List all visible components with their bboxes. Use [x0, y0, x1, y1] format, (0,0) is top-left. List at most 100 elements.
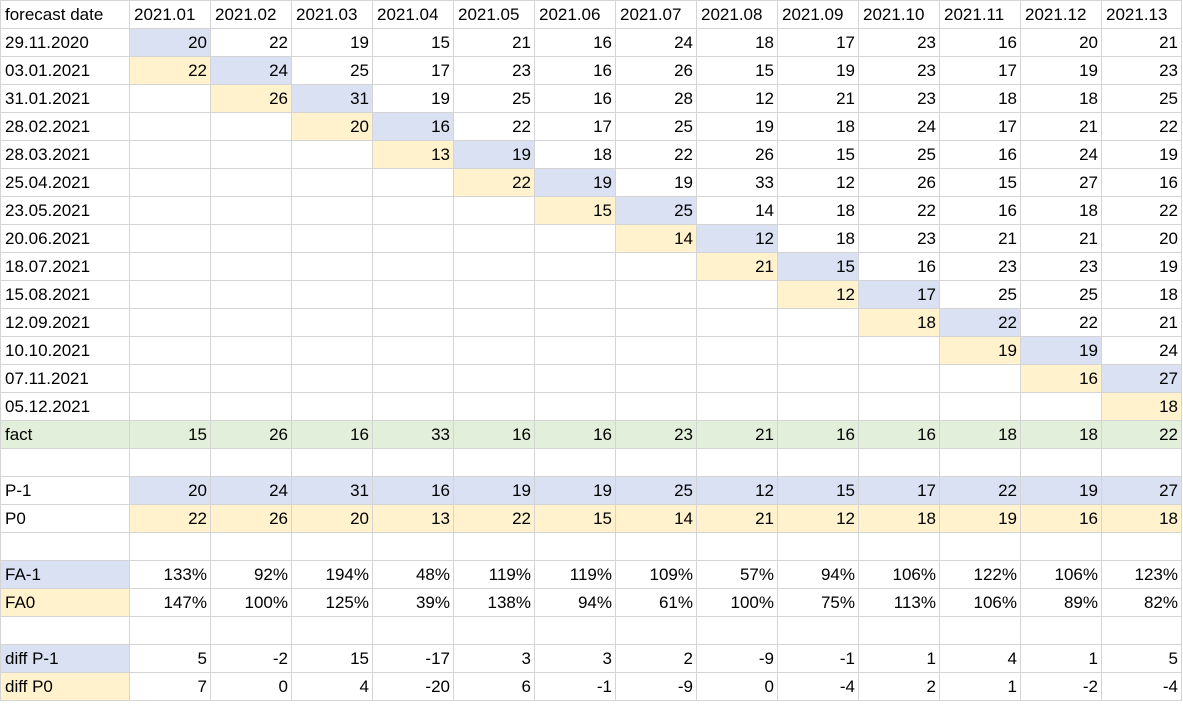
- empty-cell[interactable]: [291, 532, 373, 561]
- forecast-value-cell[interactable]: [534, 224, 616, 253]
- p-minus1-row-value[interactable]: 20: [129, 476, 211, 505]
- forecast-value-cell[interactable]: [372, 392, 454, 421]
- forecast-value-cell[interactable]: 19: [1101, 140, 1182, 169]
- diff-p-minus1-row-value[interactable]: -2: [210, 644, 292, 673]
- month-header-cell[interactable]: 2021.03: [291, 0, 373, 29]
- forecast-value-cell[interactable]: [210, 364, 292, 393]
- forecast-value-cell[interactable]: 16: [858, 252, 940, 281]
- forecast-date-cell[interactable]: 10.10.2021: [0, 336, 130, 365]
- forecast-value-cell[interactable]: 19: [939, 336, 1021, 365]
- empty-cell[interactable]: [777, 532, 859, 561]
- forecast-value-cell[interactable]: 18: [777, 112, 859, 141]
- forecast-value-cell[interactable]: 22: [939, 308, 1021, 337]
- forecast-value-cell[interactable]: [129, 252, 211, 281]
- forecast-value-cell[interactable]: 20: [1101, 224, 1182, 253]
- forecast-value-cell[interactable]: [453, 280, 535, 309]
- forecast-value-cell[interactable]: 17: [858, 280, 940, 309]
- diff-p-minus1-row-value[interactable]: 1: [1020, 644, 1102, 673]
- forecast-value-cell[interactable]: 22: [1020, 308, 1102, 337]
- empty-cell[interactable]: [696, 532, 778, 561]
- diff-p0-row-value[interactable]: -9: [615, 672, 697, 701]
- empty-cell[interactable]: [129, 616, 211, 645]
- empty-cell[interactable]: [453, 616, 535, 645]
- fa0-row-value[interactable]: 89%: [1020, 588, 1102, 617]
- forecast-value-cell[interactable]: [129, 224, 211, 253]
- forecast-value-cell[interactable]: 18: [1020, 84, 1102, 113]
- forecast-value-cell[interactable]: 19: [372, 84, 454, 113]
- forecast-value-cell[interactable]: [210, 224, 292, 253]
- fa0-row-value[interactable]: 100%: [696, 588, 778, 617]
- p0-row-value[interactable]: 22: [129, 504, 211, 533]
- empty-cell[interactable]: [615, 616, 697, 645]
- diff-p0-row-value[interactable]: 7: [129, 672, 211, 701]
- empty-cell[interactable]: [939, 616, 1021, 645]
- fact-row-value[interactable]: 16: [534, 420, 616, 449]
- empty-cell[interactable]: [1020, 616, 1102, 645]
- forecast-value-cell[interactable]: 25: [291, 56, 373, 85]
- forecast-value-cell[interactable]: 19: [1020, 336, 1102, 365]
- fa0-row-value[interactable]: 82%: [1101, 588, 1182, 617]
- month-header-cell[interactable]: 2021.09: [777, 0, 859, 29]
- forecast-date-cell[interactable]: 20.06.2021: [0, 224, 130, 253]
- forecast-value-cell[interactable]: 12: [777, 168, 859, 197]
- forecast-value-cell[interactable]: [777, 336, 859, 365]
- header-corner-cell[interactable]: forecast date: [0, 0, 130, 29]
- p0-row-value[interactable]: 22: [453, 504, 535, 533]
- forecast-value-cell[interactable]: 12: [696, 84, 778, 113]
- forecast-value-cell[interactable]: [129, 140, 211, 169]
- diff-p-minus1-row-value[interactable]: 1: [858, 644, 940, 673]
- forecast-value-cell[interactable]: 27: [1101, 364, 1182, 393]
- forecast-value-cell[interactable]: [291, 168, 373, 197]
- empty-cell[interactable]: [939, 532, 1021, 561]
- forecast-value-cell[interactable]: [210, 168, 292, 197]
- forecast-value-cell[interactable]: 18: [777, 196, 859, 225]
- p-minus1-row-value[interactable]: 24: [210, 476, 292, 505]
- forecast-value-cell[interactable]: 19: [615, 168, 697, 197]
- diff-p-minus1-row-value[interactable]: 3: [453, 644, 535, 673]
- fa0-row-value[interactable]: 138%: [453, 588, 535, 617]
- forecast-value-cell[interactable]: [615, 392, 697, 421]
- forecast-value-cell[interactable]: 22: [1101, 112, 1182, 141]
- month-header-cell[interactable]: 2021.01: [129, 0, 211, 29]
- empty-cell[interactable]: [696, 448, 778, 477]
- forecast-value-cell[interactable]: [372, 280, 454, 309]
- empty-cell[interactable]: [1101, 448, 1182, 477]
- forecast-value-cell[interactable]: 25: [858, 140, 940, 169]
- p-minus1-row-value[interactable]: 15: [777, 476, 859, 505]
- forecast-value-cell[interactable]: 18: [939, 84, 1021, 113]
- forecast-value-cell[interactable]: 18: [1101, 280, 1182, 309]
- forecast-value-cell[interactable]: [453, 336, 535, 365]
- fact-row-value[interactable]: 15: [129, 420, 211, 449]
- forecast-value-cell[interactable]: 18: [1101, 392, 1182, 421]
- forecast-value-cell[interactable]: 17: [939, 56, 1021, 85]
- empty-cell[interactable]: [453, 532, 535, 561]
- fa-minus1-row-value[interactable]: 133%: [129, 560, 211, 589]
- forecast-value-cell[interactable]: [129, 364, 211, 393]
- forecast-value-cell[interactable]: [453, 364, 535, 393]
- diff-p0-row-value[interactable]: -4: [1101, 672, 1182, 701]
- forecast-value-cell[interactable]: [291, 140, 373, 169]
- diff-p-minus1-row-value[interactable]: 4: [939, 644, 1021, 673]
- p0-row-value[interactable]: 15: [534, 504, 616, 533]
- forecast-value-cell[interactable]: 16: [939, 196, 1021, 225]
- p-minus1-row-value[interactable]: 16: [372, 476, 454, 505]
- forecast-value-cell[interactable]: [696, 364, 778, 393]
- forecast-value-cell[interactable]: 16: [534, 56, 616, 85]
- forecast-value-cell[interactable]: 22: [210, 28, 292, 57]
- forecast-date-cell[interactable]: 28.03.2021: [0, 140, 130, 169]
- p-minus1-row-value[interactable]: 25: [615, 476, 697, 505]
- fact-row-value[interactable]: 26: [210, 420, 292, 449]
- forecast-value-cell[interactable]: 15: [534, 196, 616, 225]
- fa-minus1-row-value[interactable]: 94%: [777, 560, 859, 589]
- forecast-value-cell[interactable]: [210, 280, 292, 309]
- p0-row-value[interactable]: 26: [210, 504, 292, 533]
- empty-cell[interactable]: [1020, 532, 1102, 561]
- forecast-value-cell[interactable]: 17: [777, 28, 859, 57]
- forecast-date-cell[interactable]: 29.11.2020: [0, 28, 130, 57]
- forecast-value-cell[interactable]: 17: [534, 112, 616, 141]
- forecast-value-cell[interactable]: 17: [372, 56, 454, 85]
- forecast-value-cell[interactable]: 19: [534, 168, 616, 197]
- p-minus1-row-value[interactable]: 31: [291, 476, 373, 505]
- forecast-value-cell[interactable]: [777, 364, 859, 393]
- diff-p-minus1-row-value[interactable]: -9: [696, 644, 778, 673]
